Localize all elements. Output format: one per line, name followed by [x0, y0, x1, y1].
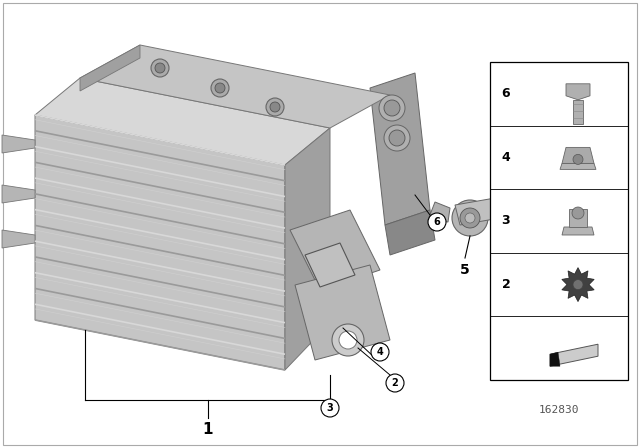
Polygon shape	[428, 202, 450, 222]
Circle shape	[460, 208, 480, 228]
Text: 5: 5	[460, 263, 470, 277]
Text: 2: 2	[502, 278, 510, 291]
Text: 3: 3	[502, 215, 510, 228]
Circle shape	[384, 125, 410, 151]
Circle shape	[573, 280, 583, 289]
Polygon shape	[455, 198, 500, 225]
Polygon shape	[80, 45, 140, 91]
Circle shape	[379, 95, 405, 121]
Polygon shape	[566, 84, 590, 100]
Circle shape	[371, 343, 389, 361]
Text: 4: 4	[376, 347, 383, 357]
Circle shape	[270, 102, 280, 112]
Polygon shape	[295, 265, 390, 360]
Bar	[490, 62, 628, 380]
Text: 6: 6	[434, 217, 440, 227]
Circle shape	[339, 331, 357, 349]
Circle shape	[452, 200, 488, 236]
Polygon shape	[562, 147, 594, 164]
Bar	[573, 100, 583, 124]
Text: 162830: 162830	[539, 405, 579, 415]
Circle shape	[155, 63, 165, 73]
Polygon shape	[290, 210, 380, 290]
Polygon shape	[550, 352, 560, 366]
Circle shape	[215, 83, 225, 93]
Polygon shape	[305, 243, 355, 287]
Polygon shape	[2, 185, 35, 203]
Circle shape	[389, 130, 405, 146]
Polygon shape	[285, 128, 330, 370]
Circle shape	[211, 79, 229, 97]
Polygon shape	[550, 344, 598, 366]
Text: 6: 6	[502, 87, 510, 100]
Circle shape	[321, 399, 339, 417]
Text: 3: 3	[326, 403, 333, 413]
Polygon shape	[562, 227, 594, 235]
Polygon shape	[35, 78, 330, 165]
Text: 2: 2	[392, 378, 398, 388]
Polygon shape	[2, 135, 35, 153]
Circle shape	[151, 59, 169, 77]
Text: 4: 4	[502, 151, 510, 164]
Circle shape	[386, 374, 404, 392]
Circle shape	[428, 213, 446, 231]
Circle shape	[573, 155, 583, 164]
Polygon shape	[80, 45, 390, 128]
Polygon shape	[2, 230, 35, 248]
Text: 1: 1	[202, 422, 212, 438]
Circle shape	[572, 207, 584, 219]
Polygon shape	[385, 210, 435, 255]
Circle shape	[465, 213, 475, 223]
Polygon shape	[370, 73, 430, 225]
Polygon shape	[35, 115, 285, 370]
Polygon shape	[560, 164, 596, 169]
Circle shape	[266, 98, 284, 116]
Circle shape	[384, 100, 400, 116]
Circle shape	[332, 324, 364, 356]
Polygon shape	[562, 267, 594, 302]
Polygon shape	[569, 209, 587, 227]
